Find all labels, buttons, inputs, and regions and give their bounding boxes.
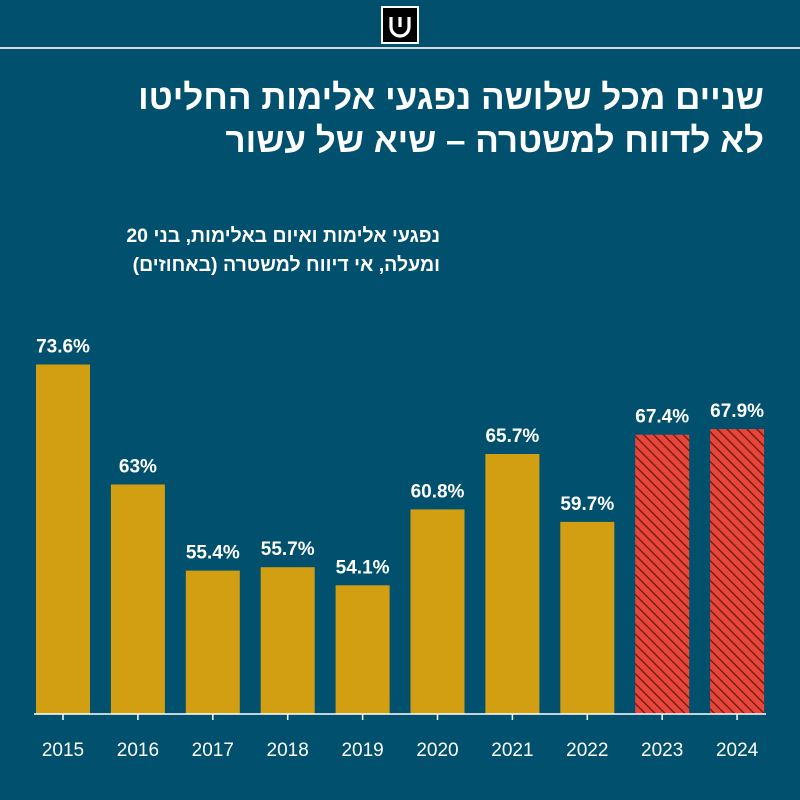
value-label-2021: 65.7% (485, 426, 539, 447)
tick-label-2024: 2024 (716, 740, 759, 761)
bar-2023 (635, 434, 690, 714)
value-label-2016: 63% (119, 457, 157, 478)
bar-2024 (710, 429, 765, 714)
header-divider (0, 47, 800, 49)
bar-2020 (410, 509, 465, 714)
chart-subtitle: נפגעי אלימות ואיום באלימות, בני 20 ומעלה… (60, 222, 440, 280)
bar-2015 (36, 364, 90, 714)
bars-group: 73.6% 63% 55.4% 55.7% 54.1% 60.8% 65.7% 59.7% 67… (36, 337, 765, 714)
bar-2018 (260, 567, 315, 714)
value-label-2022: 59.7% (560, 494, 614, 515)
tick-label-2016: 2016 (117, 740, 159, 761)
x-axis-ticks: 2015 2016 2017 2018 2019 2020 2021 2022 2023 2024 (42, 714, 759, 761)
tick-label-2022: 2022 (566, 740, 608, 761)
bar-2022 (560, 521, 615, 714)
value-label-2019: 54.1% (336, 557, 390, 578)
bar-2021 (485, 454, 540, 714)
subtitle-line-1: נפגעי אלימות ואיום באלימות, בני 20 (126, 225, 440, 247)
value-label-2020: 60.8% (411, 481, 465, 502)
value-label-2023: 67.4% (635, 407, 689, 428)
tick-label-2018: 2018 (267, 740, 309, 761)
bar-2017 (185, 570, 240, 714)
value-label-2017: 55.4% (186, 543, 240, 564)
chart-title: שניים מכל שלושה נפגעי אלימות החליטו לא ל… (64, 76, 764, 162)
value-label-2018: 55.7% (261, 539, 315, 560)
tick-label-2020: 2020 (416, 740, 458, 761)
tick-label-2023: 2023 (641, 740, 683, 761)
tick-label-2017: 2017 (192, 740, 234, 761)
bar-2019 (335, 585, 390, 714)
bar-2016 (110, 484, 165, 714)
subtitle-line-2: ומעלה, אי דיווח למשטרה (באחוזים) (132, 254, 440, 276)
tick-label-2019: 2019 (341, 740, 383, 761)
value-label-2015: 73.6% (36, 337, 90, 358)
title-line-1: שניים מכל שלושה נפגעי אלימות החליטו (138, 78, 764, 117)
u-logo-icon (381, 6, 419, 44)
value-label-2024: 67.9% (710, 401, 764, 422)
tick-label-2021: 2021 (491, 740, 533, 761)
title-line-2: לא לדווח למשטרה – שיא של עשור (225, 121, 764, 160)
tick-label-2015: 2015 (42, 740, 84, 761)
